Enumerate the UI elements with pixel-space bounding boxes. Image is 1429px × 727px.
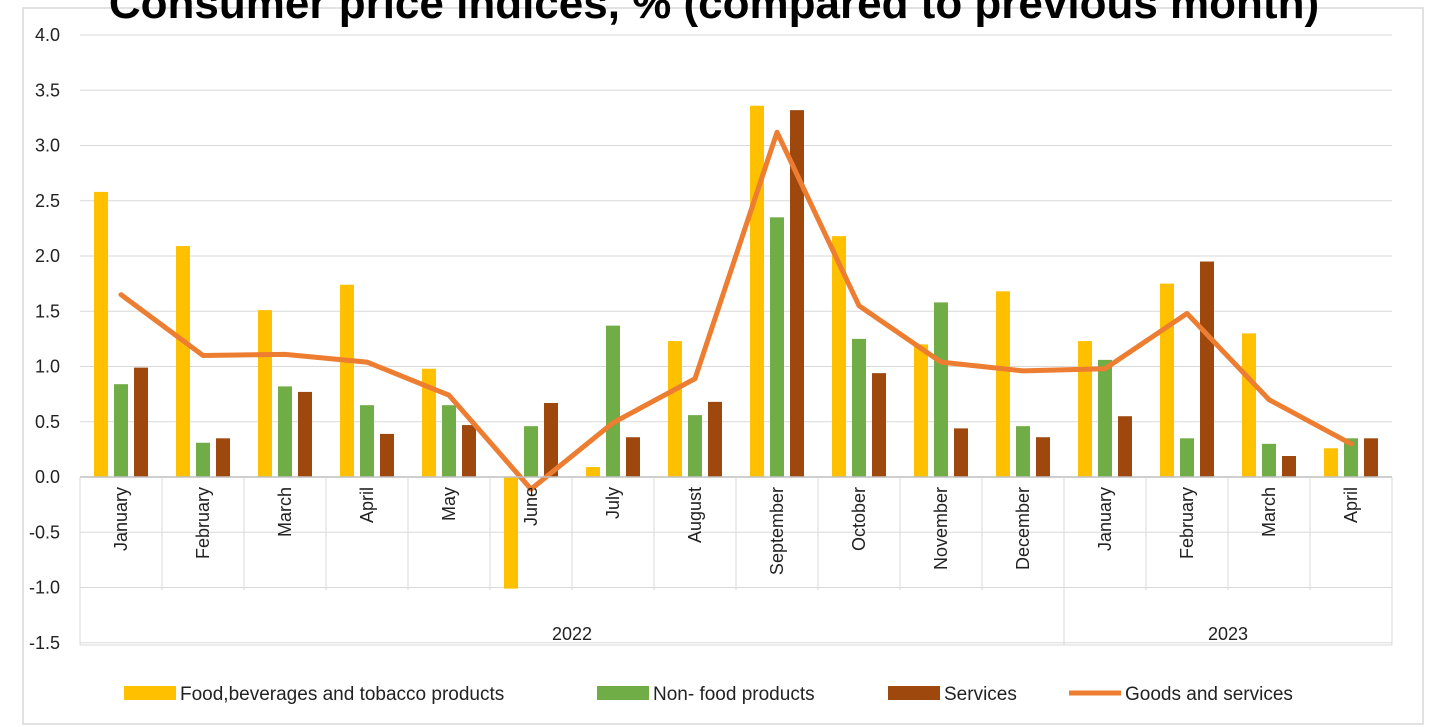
bar-services (544, 402, 558, 477)
bar-non-food-products (114, 384, 128, 477)
x-tick-label: April (357, 487, 377, 523)
y-tick-label: 1.0 (35, 357, 60, 377)
bar-non-food-products (360, 405, 374, 477)
bar-non-food-products (852, 338, 866, 477)
bar-food-beverages-and-tobacco-products (1160, 283, 1174, 477)
y-tick-label: -1.0 (29, 578, 60, 598)
bar-services (216, 438, 230, 477)
bar-non-food-products (1344, 438, 1358, 477)
bar-services (1036, 437, 1050, 477)
bar-services (954, 428, 968, 477)
x-tick-label: December (1013, 487, 1033, 570)
y-tick-label: 4.0 (35, 25, 60, 45)
x-tick-label: March (275, 487, 295, 537)
x-axis: 2022 2023 January February March April May June… (79, 476, 1393, 646)
x-tick-label: March (1259, 487, 1279, 537)
bar-food-beverages-and-tobacco-products (94, 191, 108, 477)
line-series (118, 129, 1354, 492)
bar-services (708, 401, 722, 477)
bar-food-beverages-and-tobacco-products (750, 105, 764, 477)
y-tick-label: 2.5 (35, 191, 60, 211)
bar-food-beverages-and-tobacco-products (914, 344, 928, 477)
bar-food-beverages-and-tobacco-products (1078, 341, 1092, 477)
bar-food-beverages-and-tobacco-products (832, 236, 846, 477)
bar-food-beverages-and-tobacco-products (996, 291, 1010, 477)
bar-non-food-products (1262, 443, 1276, 477)
y-tick-label: 2.0 (35, 246, 60, 266)
bar-food-beverages-and-tobacco-products (668, 341, 682, 477)
bar-services (134, 367, 148, 477)
bar-food-beverages-and-tobacco-products (176, 246, 190, 477)
legend-label: Goods and services (1125, 684, 1293, 705)
x-tick-label: May (439, 487, 459, 521)
bar-non-food-products (770, 217, 784, 477)
x-tick-label: January (111, 487, 131, 551)
bar-services (790, 110, 804, 477)
bar-non-food-products (688, 415, 702, 477)
bar-food-beverages-and-tobacco-products (1242, 333, 1256, 477)
bar-food-beverages-and-tobacco-products (586, 467, 600, 477)
bar-food-beverages-and-tobacco-products (1324, 448, 1338, 477)
bar-services (1364, 438, 1378, 477)
bar-food-beverages-and-tobacco-products (504, 477, 518, 589)
legend-label: Non- food products (653, 684, 815, 705)
bar-non-food-products (524, 426, 538, 477)
x-tick-label: October (849, 487, 869, 551)
x-tick-label: July (603, 487, 623, 519)
bar-food-beverages-and-tobacco-products (258, 310, 272, 477)
x-tick-label: February (1177, 487, 1197, 559)
y-tick-label: 3.0 (35, 136, 60, 156)
x-tick-label: February (193, 487, 213, 559)
y-tick-label: -1.5 (29, 633, 60, 653)
bar-non-food-products (1098, 359, 1112, 477)
y-tick-label: 3.5 (35, 80, 60, 100)
bar-non-food-products (1016, 426, 1030, 477)
x-tick-label: January (1095, 487, 1115, 551)
bar-services (872, 373, 886, 477)
bar-non-food-products (606, 325, 620, 477)
line-goods-and-services (118, 129, 1354, 492)
bar-services (462, 425, 476, 477)
y-tick-label: 0.5 (35, 412, 60, 432)
x-tick-label: April (1341, 487, 1361, 523)
bar-non-food-products (278, 386, 292, 477)
y-tick-label: 0.0 (35, 467, 60, 487)
x-tick-label: June (521, 487, 541, 526)
legend: Food,beverages and tobacco products Non- … (124, 684, 1293, 705)
group-label: 2022 (552, 624, 592, 644)
bar-non-food-products (442, 405, 456, 477)
bar-non-food-products (934, 302, 948, 477)
bars (94, 105, 1378, 589)
bar-services (1200, 261, 1214, 477)
bar-non-food-products (1180, 438, 1194, 477)
legend-label: Services (944, 684, 1017, 705)
bar-non-food-products (196, 442, 210, 477)
y-axis: 4.0 3.5 3.0 2.5 2.0 1.5 1.0 0.5 0.0 -0.5 -1.0 -1.5 (29, 25, 60, 653)
x-tick-label: November (931, 487, 951, 570)
bar-services (1118, 416, 1132, 477)
bar-services (626, 437, 640, 477)
bar-food-beverages-and-tobacco-products (340, 284, 354, 477)
legend-swatch (124, 686, 176, 700)
y-tick-label: 1.5 (35, 301, 60, 321)
bar-services (380, 433, 394, 477)
y-tick-label: -0.5 (29, 522, 60, 542)
bar-services (1282, 456, 1296, 477)
legend-swatch (597, 686, 649, 700)
legend-swatch (888, 686, 940, 700)
chart-title: Consumer price indices, % (compared to p… (109, 0, 1319, 28)
group-label: 2023 (1208, 624, 1248, 644)
bar-food-beverages-and-tobacco-products (422, 368, 436, 477)
legend-label: Food,beverages and tobacco products (180, 684, 504, 705)
x-tick-label: August (685, 487, 705, 543)
bar-services (298, 391, 312, 477)
x-tick-label: September (767, 487, 787, 575)
